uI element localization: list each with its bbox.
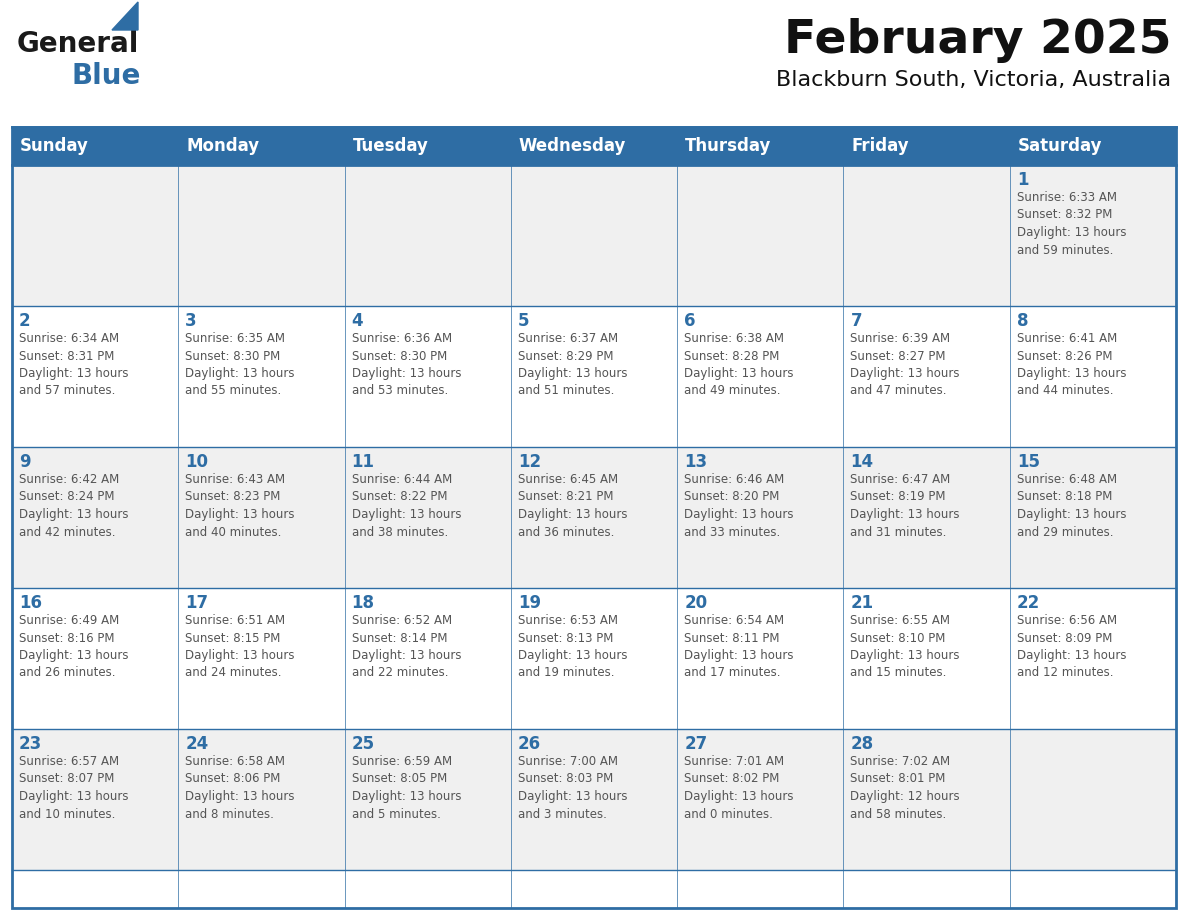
Text: 18: 18 — [352, 594, 374, 612]
Text: Sunrise: 6:51 AM
Sunset: 8:15 PM
Daylight: 13 hours
and 24 minutes.: Sunrise: 6:51 AM Sunset: 8:15 PM Dayligh… — [185, 614, 295, 679]
Text: Sunrise: 6:46 AM
Sunset: 8:20 PM
Daylight: 13 hours
and 33 minutes.: Sunrise: 6:46 AM Sunset: 8:20 PM Dayligh… — [684, 473, 794, 539]
Text: Wednesday: Wednesday — [519, 137, 626, 155]
Text: 8: 8 — [1017, 312, 1029, 330]
Text: Sunday: Sunday — [20, 137, 89, 155]
Text: Sunrise: 6:58 AM
Sunset: 8:06 PM
Daylight: 13 hours
and 8 minutes.: Sunrise: 6:58 AM Sunset: 8:06 PM Dayligh… — [185, 755, 295, 821]
Text: 28: 28 — [851, 735, 873, 753]
Text: Sunrise: 6:53 AM
Sunset: 8:13 PM
Daylight: 13 hours
and 19 minutes.: Sunrise: 6:53 AM Sunset: 8:13 PM Dayligh… — [518, 614, 627, 679]
Text: February 2025: February 2025 — [784, 18, 1171, 63]
Text: 4: 4 — [352, 312, 364, 330]
Text: Sunrise: 6:49 AM
Sunset: 8:16 PM
Daylight: 13 hours
and 26 minutes.: Sunrise: 6:49 AM Sunset: 8:16 PM Dayligh… — [19, 614, 128, 679]
Text: 11: 11 — [352, 453, 374, 471]
Text: Thursday: Thursday — [685, 137, 771, 155]
Text: Saturday: Saturday — [1018, 137, 1102, 155]
Text: Sunrise: 6:43 AM
Sunset: 8:23 PM
Daylight: 13 hours
and 40 minutes.: Sunrise: 6:43 AM Sunset: 8:23 PM Dayligh… — [185, 473, 295, 539]
Text: General: General — [17, 30, 139, 58]
Bar — [12, 447, 1176, 588]
Text: 23: 23 — [19, 735, 43, 753]
Text: Blue: Blue — [72, 62, 141, 90]
Text: Sunrise: 6:37 AM
Sunset: 8:29 PM
Daylight: 13 hours
and 51 minutes.: Sunrise: 6:37 AM Sunset: 8:29 PM Dayligh… — [518, 332, 627, 397]
Text: Monday: Monday — [187, 137, 259, 155]
Text: 3: 3 — [185, 312, 197, 330]
Text: 7: 7 — [851, 312, 862, 330]
Text: 27: 27 — [684, 735, 707, 753]
Text: 9: 9 — [19, 453, 31, 471]
Text: 6: 6 — [684, 312, 696, 330]
Text: Sunrise: 6:59 AM
Sunset: 8:05 PM
Daylight: 13 hours
and 5 minutes.: Sunrise: 6:59 AM Sunset: 8:05 PM Dayligh… — [352, 755, 461, 821]
Text: 25: 25 — [352, 735, 374, 753]
Bar — [12, 588, 1176, 729]
Text: Sunrise: 6:42 AM
Sunset: 8:24 PM
Daylight: 13 hours
and 42 minutes.: Sunrise: 6:42 AM Sunset: 8:24 PM Dayligh… — [19, 473, 128, 539]
Text: 17: 17 — [185, 594, 208, 612]
Text: Sunrise: 6:47 AM
Sunset: 8:19 PM
Daylight: 13 hours
and 31 minutes.: Sunrise: 6:47 AM Sunset: 8:19 PM Dayligh… — [851, 473, 960, 539]
Bar — [12, 306, 1176, 447]
Text: 19: 19 — [518, 594, 541, 612]
Text: 21: 21 — [851, 594, 873, 612]
Text: 2: 2 — [19, 312, 31, 330]
Text: Sunrise: 6:38 AM
Sunset: 8:28 PM
Daylight: 13 hours
and 49 minutes.: Sunrise: 6:38 AM Sunset: 8:28 PM Dayligh… — [684, 332, 794, 397]
Bar — [12, 127, 1176, 908]
Text: Sunrise: 6:57 AM
Sunset: 8:07 PM
Daylight: 13 hours
and 10 minutes.: Sunrise: 6:57 AM Sunset: 8:07 PM Dayligh… — [19, 755, 128, 821]
Text: Sunrise: 6:56 AM
Sunset: 8:09 PM
Daylight: 13 hours
and 12 minutes.: Sunrise: 6:56 AM Sunset: 8:09 PM Dayligh… — [1017, 614, 1126, 679]
Text: Sunrise: 6:36 AM
Sunset: 8:30 PM
Daylight: 13 hours
and 53 minutes.: Sunrise: 6:36 AM Sunset: 8:30 PM Dayligh… — [352, 332, 461, 397]
Text: 5: 5 — [518, 312, 530, 330]
Text: 10: 10 — [185, 453, 208, 471]
Text: Sunrise: 6:52 AM
Sunset: 8:14 PM
Daylight: 13 hours
and 22 minutes.: Sunrise: 6:52 AM Sunset: 8:14 PM Dayligh… — [352, 614, 461, 679]
Text: Sunrise: 6:48 AM
Sunset: 8:18 PM
Daylight: 13 hours
and 29 minutes.: Sunrise: 6:48 AM Sunset: 8:18 PM Dayligh… — [1017, 473, 1126, 539]
Text: 15: 15 — [1017, 453, 1040, 471]
Text: Sunrise: 6:35 AM
Sunset: 8:30 PM
Daylight: 13 hours
and 55 minutes.: Sunrise: 6:35 AM Sunset: 8:30 PM Dayligh… — [185, 332, 295, 397]
Polygon shape — [112, 2, 138, 30]
Text: 24: 24 — [185, 735, 209, 753]
Text: 22: 22 — [1017, 594, 1040, 612]
Text: 20: 20 — [684, 594, 707, 612]
Text: Sunrise: 7:02 AM
Sunset: 8:01 PM
Daylight: 12 hours
and 58 minutes.: Sunrise: 7:02 AM Sunset: 8:01 PM Dayligh… — [851, 755, 960, 821]
Bar — [12, 729, 1176, 870]
Text: 16: 16 — [19, 594, 42, 612]
Text: 26: 26 — [518, 735, 541, 753]
Bar — [12, 165, 1176, 306]
Text: Sunrise: 6:34 AM
Sunset: 8:31 PM
Daylight: 13 hours
and 57 minutes.: Sunrise: 6:34 AM Sunset: 8:31 PM Dayligh… — [19, 332, 128, 397]
Text: Sunrise: 6:41 AM
Sunset: 8:26 PM
Daylight: 13 hours
and 44 minutes.: Sunrise: 6:41 AM Sunset: 8:26 PM Dayligh… — [1017, 332, 1126, 397]
Text: 1: 1 — [1017, 171, 1029, 189]
Text: 14: 14 — [851, 453, 873, 471]
Text: Sunrise: 6:33 AM
Sunset: 8:32 PM
Daylight: 13 hours
and 59 minutes.: Sunrise: 6:33 AM Sunset: 8:32 PM Dayligh… — [1017, 191, 1126, 256]
Text: Sunrise: 6:44 AM
Sunset: 8:22 PM
Daylight: 13 hours
and 38 minutes.: Sunrise: 6:44 AM Sunset: 8:22 PM Dayligh… — [352, 473, 461, 539]
Text: Sunrise: 6:45 AM
Sunset: 8:21 PM
Daylight: 13 hours
and 36 minutes.: Sunrise: 6:45 AM Sunset: 8:21 PM Dayligh… — [518, 473, 627, 539]
Text: Friday: Friday — [852, 137, 909, 155]
Text: 13: 13 — [684, 453, 707, 471]
Text: Sunrise: 6:39 AM
Sunset: 8:27 PM
Daylight: 13 hours
and 47 minutes.: Sunrise: 6:39 AM Sunset: 8:27 PM Dayligh… — [851, 332, 960, 397]
Text: 12: 12 — [518, 453, 541, 471]
Bar — [12, 127, 1176, 165]
Text: Sunrise: 7:01 AM
Sunset: 8:02 PM
Daylight: 13 hours
and 0 minutes.: Sunrise: 7:01 AM Sunset: 8:02 PM Dayligh… — [684, 755, 794, 821]
Text: Sunrise: 7:00 AM
Sunset: 8:03 PM
Daylight: 13 hours
and 3 minutes.: Sunrise: 7:00 AM Sunset: 8:03 PM Dayligh… — [518, 755, 627, 821]
Text: Sunrise: 6:54 AM
Sunset: 8:11 PM
Daylight: 13 hours
and 17 minutes.: Sunrise: 6:54 AM Sunset: 8:11 PM Dayligh… — [684, 614, 794, 679]
Text: Sunrise: 6:55 AM
Sunset: 8:10 PM
Daylight: 13 hours
and 15 minutes.: Sunrise: 6:55 AM Sunset: 8:10 PM Dayligh… — [851, 614, 960, 679]
Text: Blackburn South, Victoria, Australia: Blackburn South, Victoria, Australia — [776, 70, 1171, 90]
Text: Tuesday: Tuesday — [353, 137, 429, 155]
